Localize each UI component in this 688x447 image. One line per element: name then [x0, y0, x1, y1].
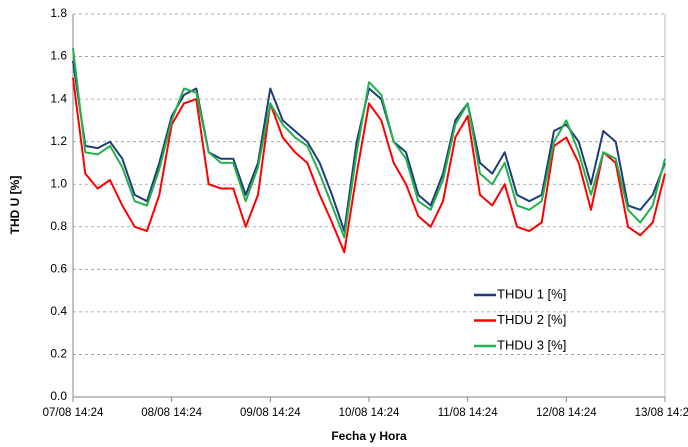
y-tick-label: 1.2: [50, 134, 67, 148]
series-line: [72, 77, 666, 254]
y-tick-label: 0.8: [50, 219, 67, 233]
y-tick-label: 1.4: [50, 91, 67, 105]
x-tick-label: 09/08 14:24: [240, 407, 301, 419]
x-tick-label: 07/08 14:24: [43, 407, 104, 419]
x-tick-label: 10/08 14:24: [339, 407, 400, 419]
y-tick-label: 0.4: [50, 304, 67, 318]
series-line: [72, 60, 666, 232]
x-axis-label: Fecha y Hora: [331, 429, 407, 443]
y-tick-label: 1.8: [50, 6, 67, 20]
y-tick-label: 1.6: [50, 49, 67, 63]
legend-label: THDU 3 [%]: [497, 337, 566, 352]
y-tick-label: 0.2: [50, 347, 67, 361]
x-tick-label: 08/08 14:24: [141, 407, 202, 419]
legend-label: THDU 2 [%]: [497, 312, 566, 327]
legend-label: THDU 1 [%]: [497, 286, 566, 301]
y-axis-label: THD U [%]: [8, 176, 22, 235]
x-tick-label: 12/08 14:24: [536, 407, 597, 419]
x-tick-label: 11/08 14:24: [438, 407, 499, 419]
y-tick-label: 0.0: [50, 389, 67, 403]
y-tick-label: 1.0: [50, 176, 67, 190]
series-line: [72, 47, 666, 239]
y-tick-label: 0.6: [50, 262, 67, 276]
x-tick-label: 13/08 14:24: [635, 407, 688, 419]
